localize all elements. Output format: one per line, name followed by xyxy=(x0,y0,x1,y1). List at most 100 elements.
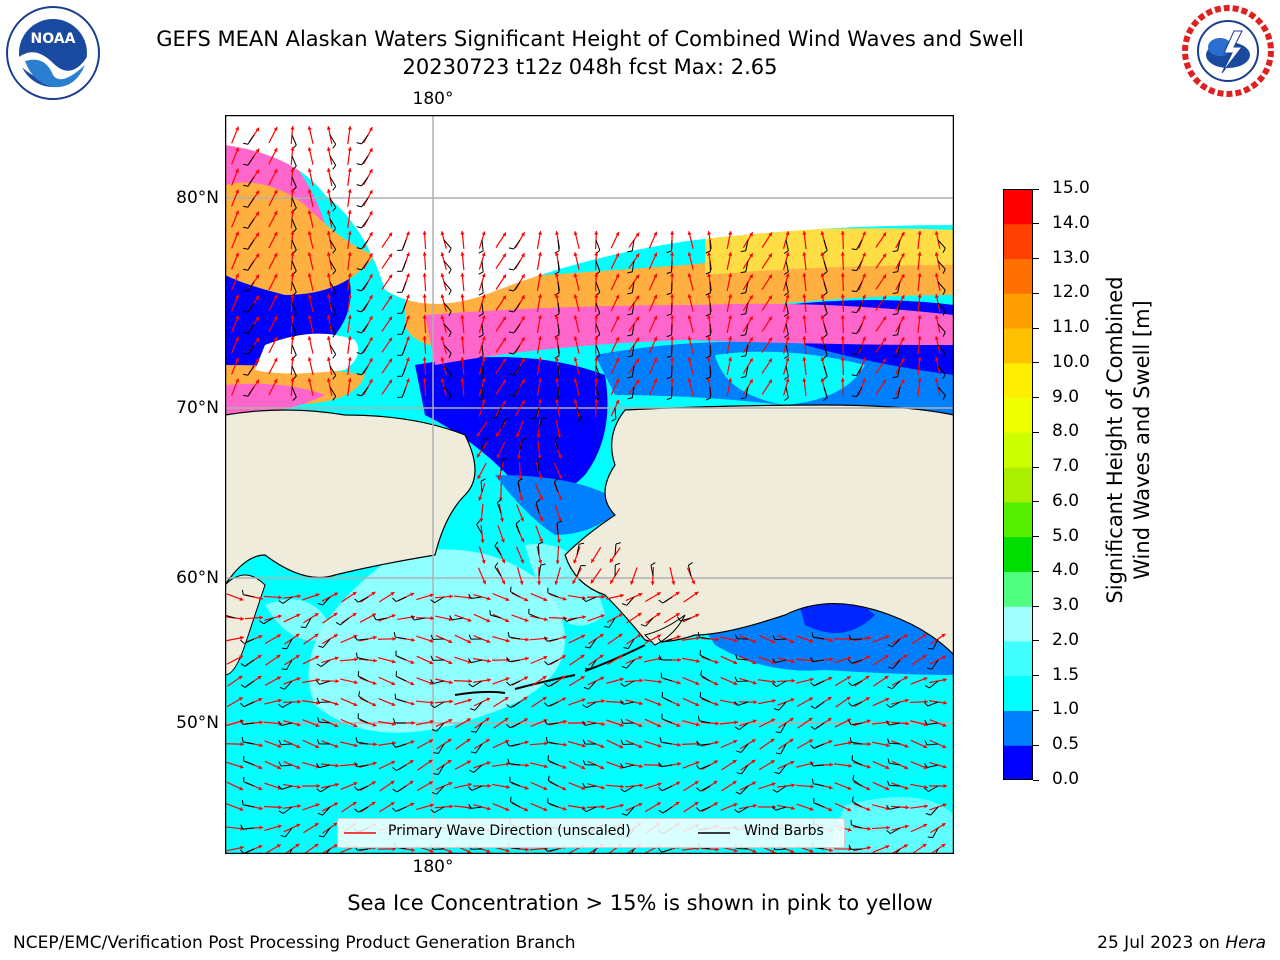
wave-arrow-head xyxy=(715,637,719,642)
wind-barb xyxy=(481,281,484,293)
wave-arrow-head xyxy=(255,190,260,195)
wave-arrow-head xyxy=(486,849,491,853)
wave-arrow-head xyxy=(903,676,908,681)
wave-arrow-head xyxy=(523,676,528,681)
wind-barb xyxy=(776,680,787,688)
wind-barb xyxy=(778,764,787,775)
wave-arrow-head xyxy=(521,337,525,342)
wind-barb xyxy=(291,176,297,188)
colorbar-tick-label: 9.0 xyxy=(1052,386,1080,407)
wave-arrow-head xyxy=(368,253,373,258)
wind-barb xyxy=(500,418,506,430)
wave-arrow-head xyxy=(676,781,681,786)
wave-arrow-head xyxy=(505,677,510,682)
wave-arrow-head xyxy=(809,677,814,682)
wind-barb xyxy=(376,617,388,621)
wind-barb-flag xyxy=(278,600,284,604)
wind-barb-flag xyxy=(478,271,484,275)
wind-barb-flag xyxy=(243,142,249,145)
wave-arrow-head xyxy=(410,660,415,664)
colorbar xyxy=(1003,189,1033,780)
wave-arrow-head xyxy=(486,697,491,702)
wind-barb xyxy=(823,281,828,293)
wave-arrow-head xyxy=(353,702,358,707)
nws-logo xyxy=(1182,5,1274,97)
wind-barb-flag xyxy=(823,334,828,339)
wave-arrow-head xyxy=(315,593,320,598)
wave-arrow-head xyxy=(619,722,624,727)
wind-barb-flag xyxy=(582,759,586,765)
wind-barb xyxy=(856,281,863,292)
wind-barb xyxy=(557,386,560,398)
wave-arrow-head xyxy=(307,126,312,131)
wind-barb-flag xyxy=(658,762,662,767)
wind-barb-flag xyxy=(494,562,499,568)
wind-barb-flag xyxy=(508,394,514,397)
wave-arrow-head xyxy=(523,696,528,701)
wind-barb xyxy=(631,281,635,293)
wind-barb xyxy=(661,696,673,703)
wave-arrow-head xyxy=(917,315,922,319)
wind-barb-flag xyxy=(292,270,297,275)
wind-barb xyxy=(547,722,559,725)
wave-arrow-head xyxy=(904,765,909,770)
wave-arrow-head xyxy=(273,357,278,362)
wave-arrow-head xyxy=(715,847,719,852)
wave-arrow-head xyxy=(885,697,890,702)
wind-barb xyxy=(856,386,863,397)
wave-arrow-head xyxy=(353,723,358,728)
wave-arrow-head xyxy=(675,613,680,617)
wave-arrow-head xyxy=(539,517,544,522)
wave-arrow-head xyxy=(900,274,905,279)
wave-arrow-head xyxy=(295,843,300,848)
wind-barb-flag xyxy=(508,331,514,334)
wave-arrow-head xyxy=(707,357,712,361)
wind-barb xyxy=(785,386,789,398)
wave-arrow-head xyxy=(368,169,373,174)
wind-barb xyxy=(557,281,560,293)
wave-arrow-head xyxy=(373,658,377,663)
wind-barb xyxy=(931,659,939,670)
wave-arrow-head xyxy=(388,379,393,384)
wind-barb-flag xyxy=(470,751,476,754)
wind-barb-flag xyxy=(300,626,306,629)
wind-barb-flag xyxy=(773,708,779,711)
wind-barb xyxy=(291,155,297,167)
wind-barb-flag xyxy=(545,736,548,742)
wave-arrow-head xyxy=(768,295,772,300)
wave-arrow-head xyxy=(428,781,433,785)
wave-arrow-head xyxy=(238,655,243,660)
wind-barb xyxy=(509,722,521,729)
wave-arrow-head xyxy=(297,804,301,809)
wind-barb xyxy=(595,239,601,251)
wind-barb xyxy=(785,239,789,251)
wave-arrow-head xyxy=(525,763,529,768)
wave-arrow-head xyxy=(639,678,643,683)
wind-barb-flag xyxy=(433,773,439,775)
wave-arrow-head xyxy=(771,849,776,854)
wind-barb-flag xyxy=(243,247,249,250)
wave-arrow-head xyxy=(276,676,281,681)
wave-arrow-head xyxy=(848,846,852,852)
wave-arrow-head xyxy=(235,273,239,278)
wave-arrow-head xyxy=(581,634,586,639)
wind-barb xyxy=(247,344,255,355)
wind-barb-flag xyxy=(851,332,857,335)
wind-barb xyxy=(929,680,939,689)
wind-barb-flag xyxy=(887,644,893,648)
wind-barb-flag xyxy=(243,331,249,334)
wave-arrow-head xyxy=(516,433,520,438)
wave-arrow-head xyxy=(347,168,352,172)
wave-arrow-head xyxy=(785,273,790,278)
wind-barb xyxy=(481,302,484,314)
wind-barb-flag xyxy=(280,834,286,838)
wind-barb xyxy=(813,743,825,749)
wind-barb-flag xyxy=(506,704,511,708)
wave-arrow-head xyxy=(840,357,845,361)
wind-barb-flag xyxy=(332,354,337,359)
wave-arrow-head xyxy=(733,803,738,807)
wave-arrow-head xyxy=(276,844,281,848)
wind-barb xyxy=(700,674,711,682)
wind-barb xyxy=(626,659,635,669)
wind-barb-flag xyxy=(278,721,282,726)
